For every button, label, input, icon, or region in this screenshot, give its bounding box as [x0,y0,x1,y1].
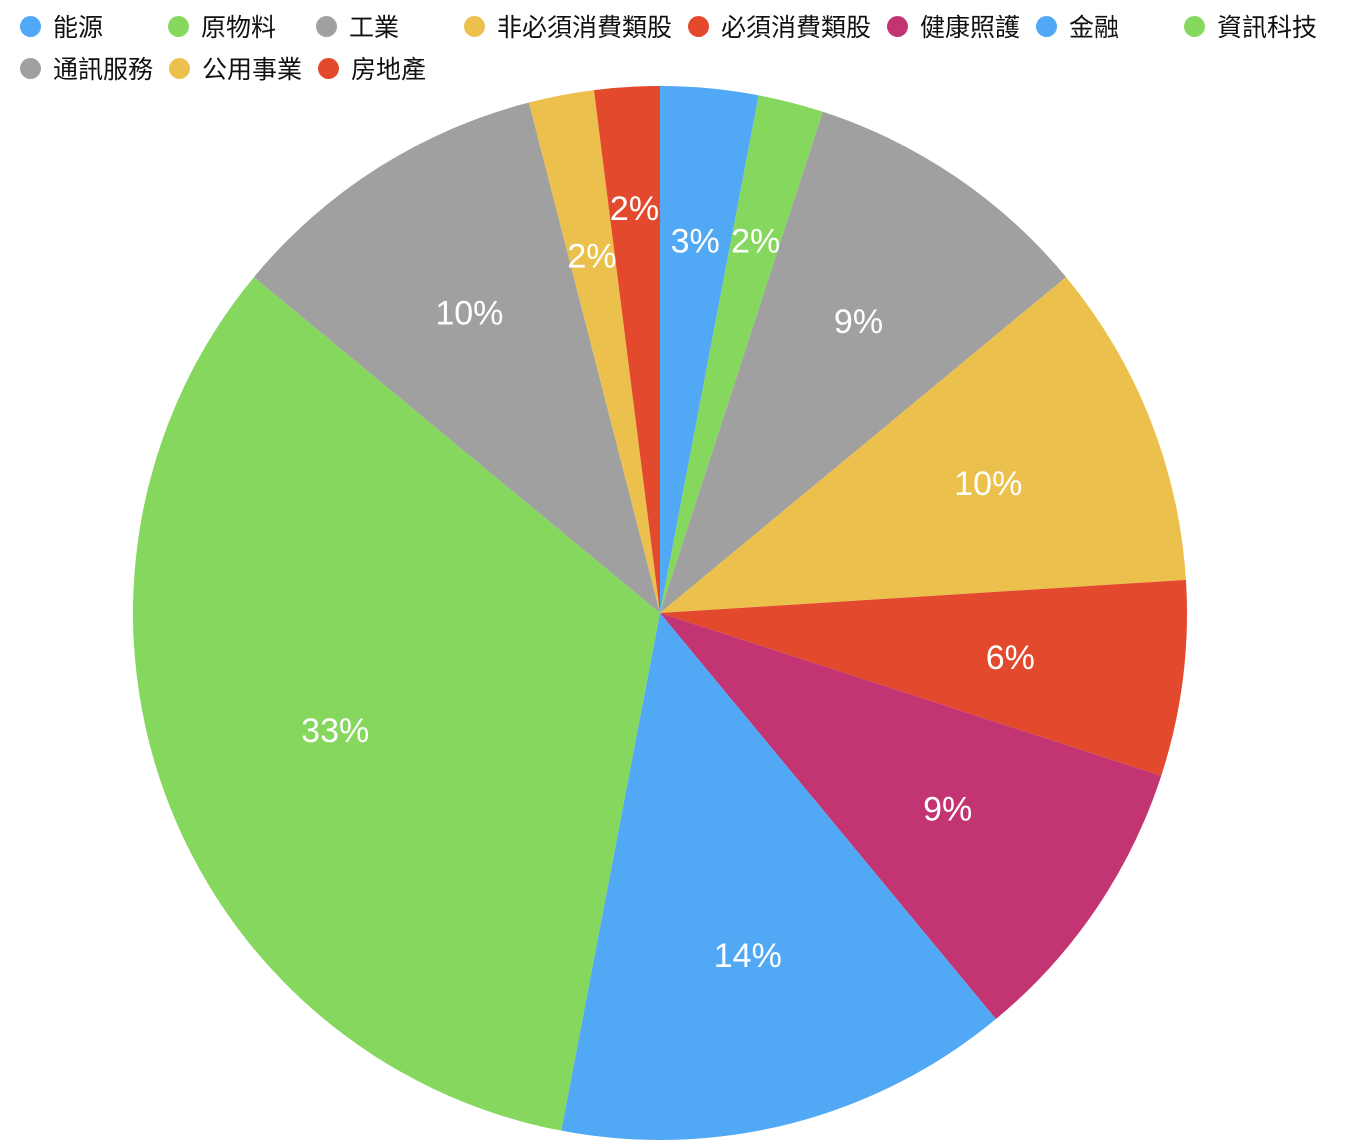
legend-item-6[interactable]: 金融 [1036,6,1168,46]
legend-label: 必須消費類股 [721,14,872,42]
pie-slice-必須消費類股[interactable] [660,579,1188,776]
legend-swatch-icon [316,15,337,37]
legend-item-2[interactable]: 工業 [316,6,448,46]
pie-slice-工業[interactable] [660,111,1067,613]
pie-slice-資訊科技[interactable] [132,277,660,1131]
legend-item-0[interactable]: 能源 [20,6,152,46]
legend-item-5[interactable]: 健康照護 [887,6,1020,46]
legend-swatch-icon [168,15,189,37]
legend-swatch-icon [1184,15,1206,37]
legend-item-9[interactable]: 公用事業 [169,48,302,88]
legend-swatch-icon [1036,15,1058,37]
pie-slice-健康照護[interactable] [660,613,1162,1020]
pie-slice-能源[interactable] [660,86,759,613]
legend-label: 房地產 [351,56,427,84]
legend-swatch-icon [20,57,41,79]
legend-item-7[interactable]: 資訊科技 [1184,6,1317,46]
legend-swatch-icon [20,15,41,37]
legend-swatch-icon [464,15,485,37]
legend-label: 金融 [1069,14,1120,42]
legend-item-10[interactable]: 房地產 [318,48,450,88]
pie-slice-非必須消費類股[interactable] [660,277,1186,613]
legend-label: 資訊科技 [1217,14,1318,42]
legend-label: 原物料 [201,14,277,42]
legend-item-3[interactable]: 非必須消費類股 [464,6,672,46]
pie-slice-原物料[interactable] [660,95,823,613]
legend-swatch-icon [887,15,909,37]
chart-legend: 能源 原物料 工業 非必須消費類股 必須消費類股 健康照護 金融 資訊科技通訊服務 公用事業 房地… [20,6,1340,88]
pie-slice-房地產[interactable] [593,86,660,613]
legend-swatch-icon [688,15,710,37]
legend-label: 通訊服務 [53,56,154,84]
legend-swatch-icon [169,57,191,79]
pie-slice-公用事業[interactable] [528,90,660,613]
legend-label: 公用事業 [202,56,303,84]
legend-label: 能源 [53,14,104,42]
legend-item-1[interactable]: 原物料 [168,6,300,46]
legend-item-8[interactable]: 通訊服務 [20,48,153,88]
legend-label: 健康照護 [920,14,1021,42]
legend-label: 非必須消費類股 [497,14,673,42]
pie-slice-通訊服務[interactable] [253,102,660,613]
legend-label: 工業 [349,14,400,42]
legend-swatch-icon [318,57,340,79]
legend-item-4[interactable]: 必須消費類股 [688,6,871,46]
pie-slice-金融[interactable] [561,613,996,1140]
